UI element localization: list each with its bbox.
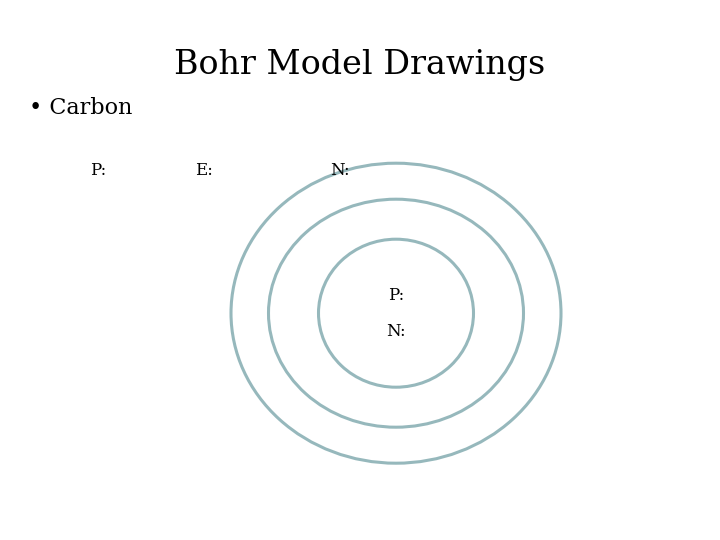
Text: • Carbon: • Carbon	[29, 97, 132, 119]
Text: P:: P:	[90, 162, 107, 179]
Text: Bohr Model Drawings: Bohr Model Drawings	[174, 49, 546, 80]
Text: P:: P:	[388, 287, 404, 303]
Text: N:: N:	[386, 323, 406, 340]
Text: N:: N:	[330, 162, 350, 179]
Text: E:: E:	[195, 162, 213, 179]
